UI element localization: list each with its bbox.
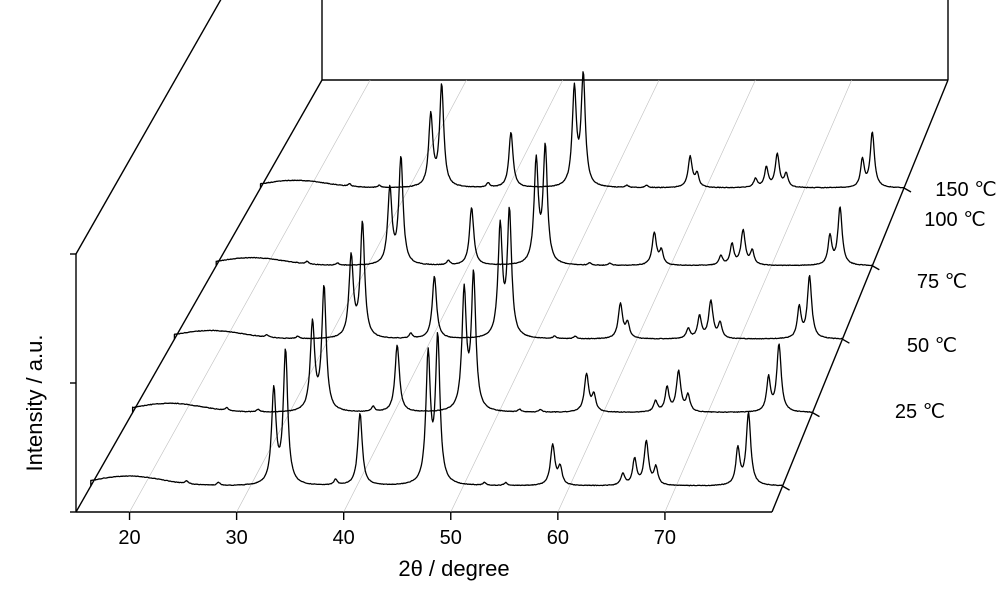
series-label-1: 50 ℃	[907, 335, 957, 357]
x-axis-label: 2θ / degree	[398, 556, 509, 581]
series-label-2: 75 ℃	[917, 271, 967, 293]
x-tick-label: 40	[333, 527, 355, 549]
xrd-waterfall-plot: 20 30 40 50 60 70 2θ / degree Intensity / a.u. 2…	[0, 0, 1000, 598]
x-tick-label: 30	[225, 527, 247, 549]
x-tick-label: 20	[118, 527, 140, 549]
xrd-trace-4	[261, 72, 905, 188]
x-tick-label: 70	[654, 527, 676, 549]
x-tick-label: 60	[547, 527, 569, 549]
xrd-trace-3	[216, 143, 872, 265]
y-axis-label: Intensity / a.u.	[22, 335, 47, 472]
series-label-4: 150 ℃	[935, 179, 996, 201]
series-label-0: 25 ℃	[895, 401, 945, 423]
x-tick-label: 50	[440, 527, 462, 549]
series-label-3: 100 ℃	[924, 209, 985, 231]
xrd-trace-0	[91, 333, 783, 486]
xrd-trace-2	[174, 207, 842, 339]
xrd-trace-1	[133, 270, 813, 413]
